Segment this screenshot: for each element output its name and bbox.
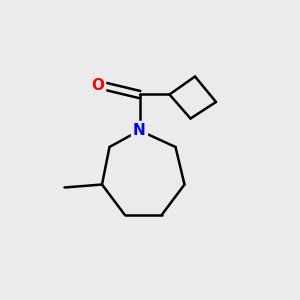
Text: O: O: [91, 78, 104, 93]
Text: N: N: [133, 123, 146, 138]
